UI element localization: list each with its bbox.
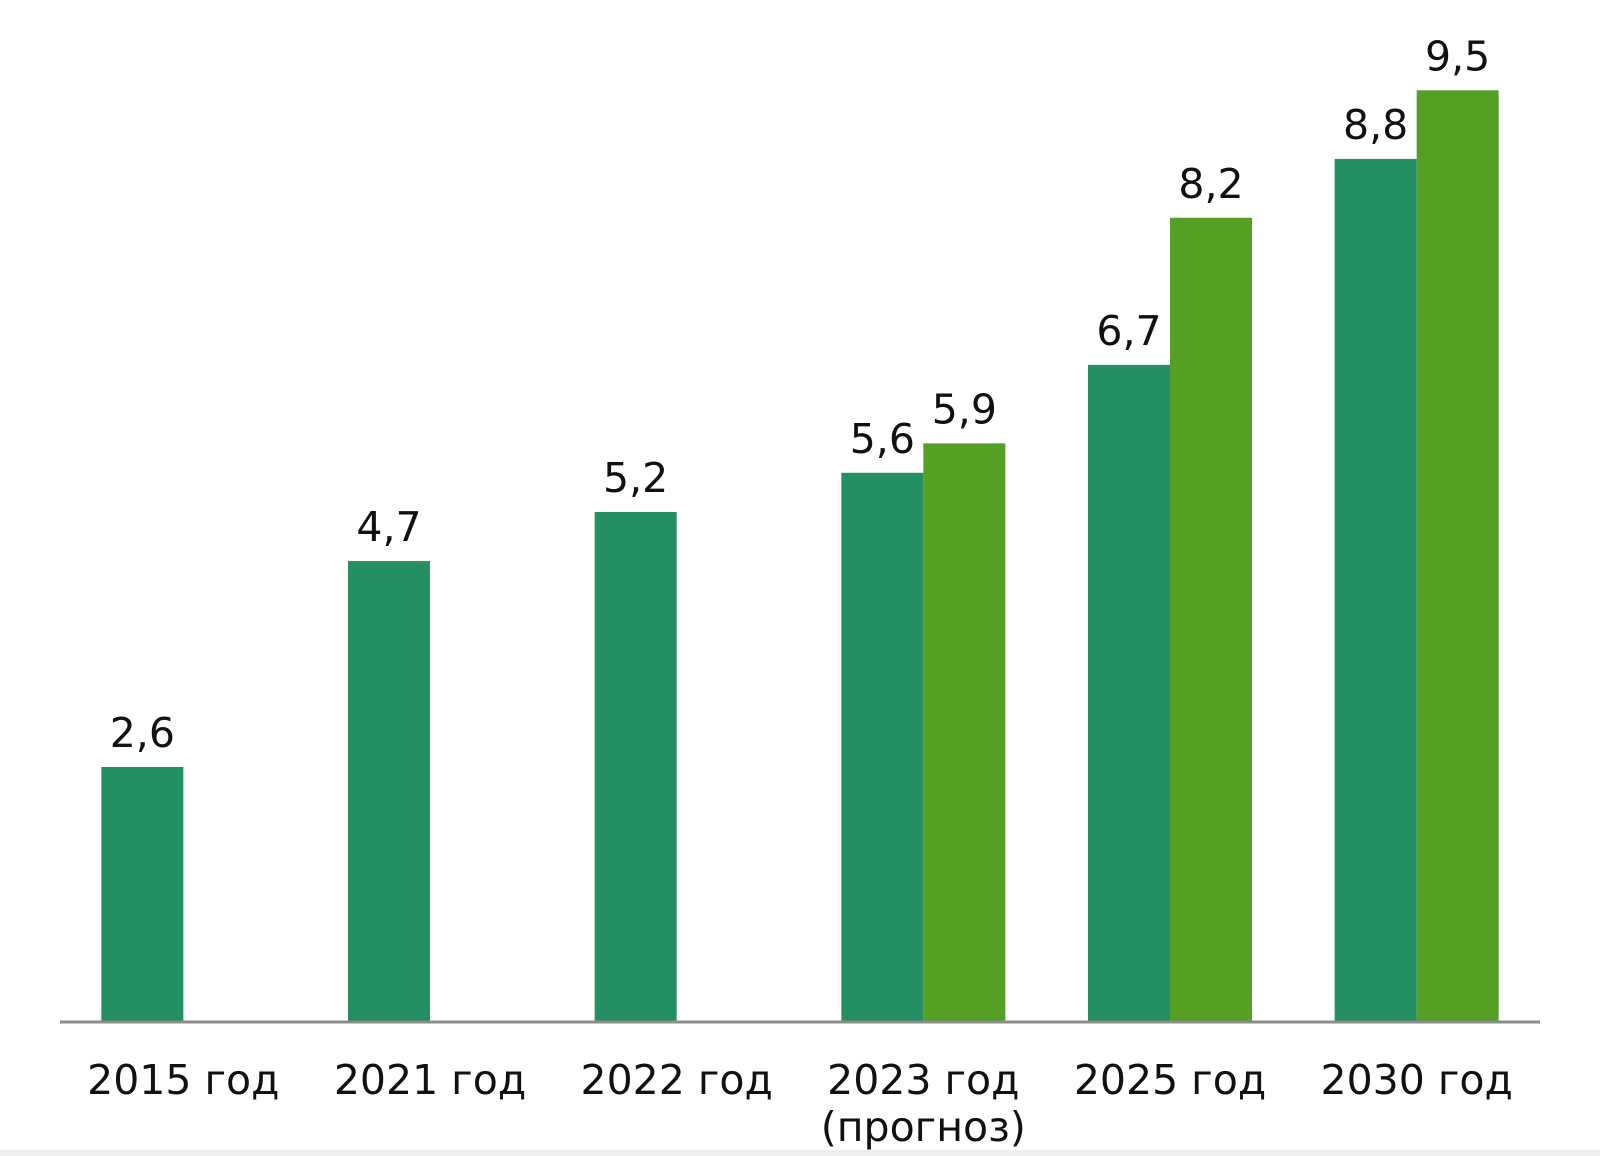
x-tick-label: 2030 год bbox=[1320, 1056, 1512, 1104]
value-label: 8,8 bbox=[1343, 101, 1408, 149]
x-tick-label: 2023 год (прогноз) bbox=[821, 1056, 1026, 1151]
bar bbox=[101, 767, 184, 1022]
bar bbox=[923, 443, 1006, 1022]
bar bbox=[348, 561, 430, 1022]
x-tick-label: 2025 год bbox=[1074, 1056, 1266, 1104]
bar bbox=[1416, 90, 1499, 1023]
value-label: 9,5 bbox=[1425, 32, 1490, 80]
x-tick-label: 2021 год bbox=[334, 1056, 526, 1104]
bar bbox=[841, 472, 924, 1022]
value-label: 2,6 bbox=[110, 709, 175, 757]
value-label: 5,6 bbox=[850, 415, 915, 463]
value-label: 5,2 bbox=[603, 454, 668, 502]
bar bbox=[594, 512, 677, 1022]
value-label: 8,2 bbox=[1178, 160, 1243, 208]
bar bbox=[1334, 158, 1417, 1022]
x-tick-label: 2015 год bbox=[87, 1056, 279, 1104]
value-label: 5,9 bbox=[932, 385, 997, 433]
bar bbox=[1170, 217, 1252, 1022]
value-label: 4,7 bbox=[356, 503, 421, 551]
x-tick-label: 2022 год bbox=[580, 1056, 772, 1104]
value-label: 6,7 bbox=[1096, 307, 1161, 355]
bottom-strip bbox=[0, 1150, 1600, 1156]
bar bbox=[1088, 364, 1170, 1022]
